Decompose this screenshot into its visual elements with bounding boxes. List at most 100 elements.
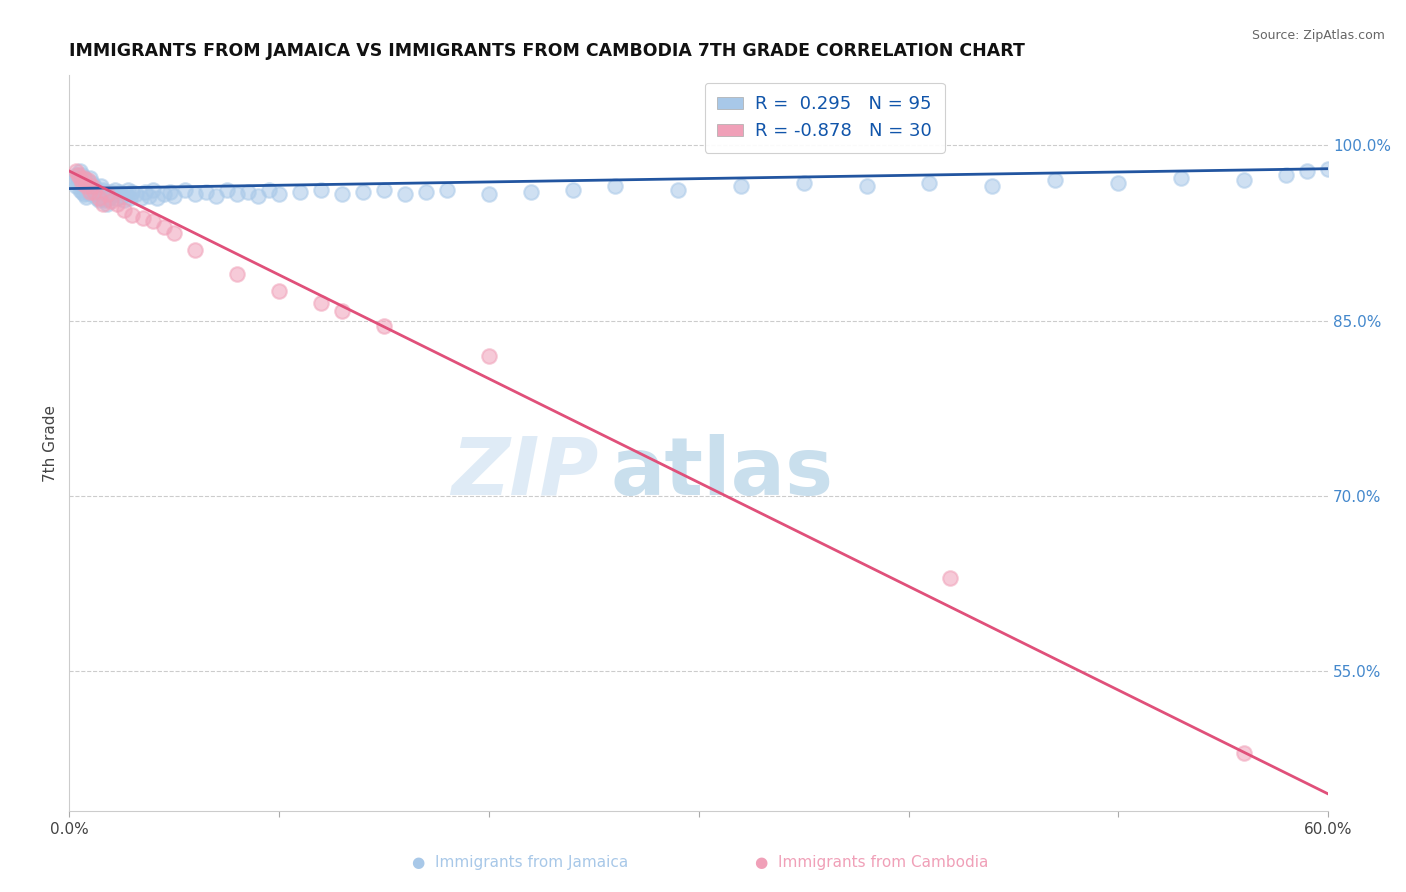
Point xyxy=(1107,176,1129,190)
Point xyxy=(112,202,135,217)
Point xyxy=(215,183,238,197)
Point xyxy=(1170,171,1192,186)
Point xyxy=(96,187,118,202)
Point xyxy=(104,183,127,197)
Point xyxy=(120,191,142,205)
Point xyxy=(121,185,143,199)
Text: ZIP: ZIP xyxy=(450,434,598,512)
Point xyxy=(69,173,91,187)
Point xyxy=(520,185,543,199)
Point xyxy=(87,193,110,207)
Point xyxy=(77,176,100,190)
Point xyxy=(69,183,91,197)
Point xyxy=(184,187,207,202)
Point xyxy=(96,196,118,211)
Point xyxy=(138,188,160,202)
Point xyxy=(65,168,87,182)
Point xyxy=(94,185,117,199)
Point xyxy=(73,187,96,202)
Point xyxy=(70,176,93,190)
Point xyxy=(173,183,195,197)
Point xyxy=(134,185,156,199)
Point xyxy=(730,179,752,194)
Point xyxy=(163,226,186,240)
Point xyxy=(267,285,290,299)
Point xyxy=(129,191,152,205)
Point xyxy=(309,296,332,310)
Point xyxy=(62,173,84,187)
Point xyxy=(1275,168,1298,182)
Point xyxy=(1045,173,1067,187)
Point xyxy=(352,185,374,199)
Point xyxy=(75,173,97,187)
Point xyxy=(75,179,97,194)
Point xyxy=(79,185,101,199)
Point xyxy=(1233,746,1256,760)
Point xyxy=(79,187,101,202)
Point xyxy=(152,187,174,202)
Point xyxy=(66,171,89,186)
Point xyxy=(69,164,91,178)
Point xyxy=(108,185,131,199)
Point xyxy=(83,187,105,202)
Point xyxy=(73,171,96,186)
Point xyxy=(66,168,89,182)
Point xyxy=(125,187,148,202)
Point xyxy=(603,179,626,194)
Point xyxy=(75,190,97,204)
Point xyxy=(103,187,125,202)
Point xyxy=(152,220,174,235)
Text: IMMIGRANTS FROM JAMAICA VS IMMIGRANTS FROM CAMBODIA 7TH GRADE CORRELATION CHART: IMMIGRANTS FROM JAMAICA VS IMMIGRANTS FR… xyxy=(69,42,1025,60)
Point xyxy=(1317,161,1340,176)
Point xyxy=(918,176,941,190)
Point xyxy=(96,187,118,202)
Point xyxy=(77,185,100,199)
Point xyxy=(77,173,100,187)
Point xyxy=(98,191,121,205)
Point xyxy=(100,185,122,199)
Point xyxy=(91,191,114,205)
Point xyxy=(87,185,110,199)
Point xyxy=(415,185,437,199)
Point xyxy=(478,187,501,202)
Point xyxy=(73,171,96,186)
Point xyxy=(94,193,117,207)
Point xyxy=(90,188,112,202)
Point xyxy=(82,176,104,190)
Point xyxy=(257,183,280,197)
Point xyxy=(75,181,97,195)
Point xyxy=(247,188,270,202)
Text: Source: ZipAtlas.com: Source: ZipAtlas.com xyxy=(1251,29,1385,42)
Point xyxy=(70,185,93,199)
Point xyxy=(69,171,91,186)
Legend: R =  0.295   N = 95, R = -0.878   N = 30: R = 0.295 N = 95, R = -0.878 N = 30 xyxy=(704,83,945,153)
Point xyxy=(107,196,129,211)
Point xyxy=(478,349,501,363)
Point xyxy=(112,193,135,207)
Point xyxy=(70,176,93,190)
Point xyxy=(226,267,249,281)
Text: ●  Immigrants from Jamaica: ● Immigrants from Jamaica xyxy=(412,855,628,870)
Point xyxy=(236,185,259,199)
Point xyxy=(855,179,877,194)
Point xyxy=(91,183,114,197)
Point xyxy=(309,183,332,197)
Point xyxy=(121,209,143,223)
Point xyxy=(107,191,129,205)
Point xyxy=(226,187,249,202)
Point xyxy=(83,179,105,194)
Point xyxy=(90,179,112,194)
Point xyxy=(66,176,89,190)
Y-axis label: 7th Grade: 7th Grade xyxy=(44,405,58,482)
Point xyxy=(82,179,104,194)
Point xyxy=(184,244,207,258)
Point xyxy=(100,194,122,209)
Text: atlas: atlas xyxy=(610,434,834,512)
Point xyxy=(1233,173,1256,187)
Point xyxy=(793,176,815,190)
Point xyxy=(65,164,87,178)
Point xyxy=(131,211,153,225)
Text: ●  Immigrants from Cambodia: ● Immigrants from Cambodia xyxy=(755,855,988,870)
Point xyxy=(267,187,290,202)
Point xyxy=(111,188,134,202)
